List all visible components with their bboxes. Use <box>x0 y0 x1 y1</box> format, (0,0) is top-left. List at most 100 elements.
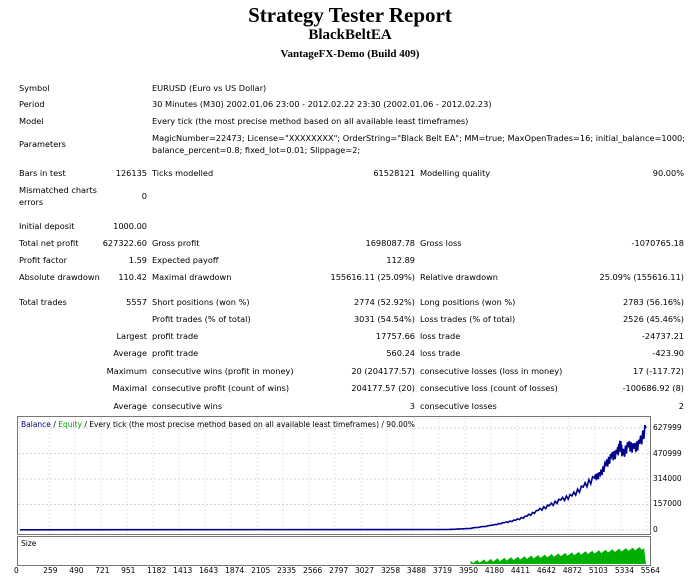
x-tick-label: 1643 <box>199 566 219 575</box>
x-tick-label: 3950 <box>458 566 479 575</box>
size-label: Size <box>21 539 37 548</box>
largest-profit-label: profit trade <box>152 331 199 341</box>
average-profit-value: 560.24 <box>386 348 415 358</box>
symbol-label: Symbol <box>19 83 50 93</box>
max-cons-wins-value: 20 (204177.57) <box>351 366 415 376</box>
ticks-value: 61528121 <box>373 168 415 178</box>
balance-line <box>19 424 647 531</box>
ticks-label: Ticks modelled <box>152 168 214 178</box>
loss-trades-label: Loss trades (% of total) <box>420 314 516 324</box>
caption-separator: / <box>53 420 56 429</box>
total-trades-value: 5557 <box>126 297 147 307</box>
max-drawdown-value: 155616.11 (25.09%) <box>330 272 416 282</box>
net-profit-label: Total net profit <box>19 238 79 248</box>
bars-label: Bars in test <box>19 168 66 178</box>
net-profit-value: 627322.60 <box>102 238 147 248</box>
ea-name: BlackBeltEA <box>308 27 392 43</box>
y-tick-label: 627999 <box>653 423 682 432</box>
gross-profit-value: 1698087.78 <box>365 238 416 248</box>
gross-loss-value: -1070765.18 <box>631 238 684 248</box>
largest-loss-value: -24737.21 <box>641 331 684 341</box>
x-tick-label: 5564 <box>640 566 660 575</box>
abs-drawdown-label: Absolute drawdown <box>19 272 100 282</box>
y-tick-label: 0 <box>653 525 658 534</box>
total-trades-label: Total trades <box>19 297 67 307</box>
x-tick-label: 4411 <box>510 566 530 575</box>
model-label: Model <box>19 116 44 126</box>
mismatched-label-1: Mismatched charts <box>19 185 97 195</box>
x-tick-label: 3719 <box>432 566 453 575</box>
size-area <box>470 547 646 564</box>
average-label: Average <box>113 348 147 358</box>
long-positions-label: Long positions (won %) <box>420 297 516 307</box>
initial-deposit-label: Initial deposit <box>19 221 75 231</box>
x-tick-label: 2335 <box>277 566 297 575</box>
average-loss-label: loss trade <box>420 348 461 358</box>
x-tick-label: 0 <box>14 566 19 575</box>
x-tick-label: 4872 <box>562 566 582 575</box>
short-positions-label: Short positions (won %) <box>152 297 250 307</box>
server-name: VantageFX-Demo (Build 409) <box>280 48 420 60</box>
x-tick-label: 1182 <box>147 566 167 575</box>
initial-deposit-value: 1000.00 <box>113 221 147 231</box>
model-value: Every tick (the most precise method base… <box>152 116 469 126</box>
expected-payoff-value: 112.89 <box>386 255 415 265</box>
x-tick-label: 2105 <box>251 566 271 575</box>
loss-trades-value: 2526 (45.46%) <box>622 314 684 324</box>
period-label: Period <box>19 99 45 109</box>
symbol-value: EURUSD (Euro vs US Dollar) <box>152 83 267 93</box>
x-tick-label: 3027 <box>354 566 375 575</box>
parameters-line-1: MagicNumber=22473; License="XXXXXXXX"; O… <box>152 133 685 143</box>
maximal-cons-loss-label: consecutive loss (count of losses) <box>420 383 558 393</box>
maximal-label: Maximal <box>112 383 147 393</box>
average-loss-value: -423.90 <box>652 348 684 358</box>
size-chart-svg <box>470 547 646 564</box>
profit-factor-value: 1.59 <box>128 255 147 265</box>
x-tick-label: 259 <box>43 566 58 575</box>
x-tick-label: 721 <box>95 566 110 575</box>
avg-cons-losses-value: 2 <box>678 401 684 411</box>
profit-factor-label: Profit factor <box>19 255 67 265</box>
max-cons-losses-label: consecutive losses (loss in money) <box>420 366 563 376</box>
abs-drawdown-value: 110.42 <box>118 272 147 282</box>
average-profit-label: profit trade <box>152 348 199 358</box>
caption-rest: / Every tick (the most precise method ba… <box>84 420 415 429</box>
x-tick-label: 2797 <box>329 566 349 575</box>
largest-label: Largest <box>116 331 147 341</box>
quality-label: Modelling quality <box>420 168 491 178</box>
maximal-cons-loss-value: -100686.92 (8) <box>622 383 684 393</box>
x-tick-label: 5334 <box>614 566 634 575</box>
x-tick-label: 2566 <box>303 566 323 575</box>
period-value: 30 Minutes (M30) 2002.01.06 23:00 - 2012… <box>152 99 492 109</box>
gross-loss-label: Gross loss <box>420 238 462 248</box>
max-cons-wins-label: consecutive wins (profit in money) <box>152 366 294 376</box>
x-tick-label: 5103 <box>588 566 608 575</box>
parameters-label: Parameters <box>19 139 66 149</box>
rel-drawdown-value: 25.09% (155616.11) <box>599 272 685 282</box>
bars-value: 126135 <box>115 168 147 178</box>
x-tick-label: 951 <box>121 566 136 575</box>
rel-drawdown-label: Relative drawdown <box>420 272 498 282</box>
profit-trades-value: 3031 (54.54%) <box>353 314 415 324</box>
quality-value: 90.00% <box>652 168 684 178</box>
expected-payoff-label: Expected payoff <box>152 255 219 265</box>
x-tick-label: 490 <box>69 566 84 575</box>
parameters-line-2: balance_percent=0.8; fixed_lot=0.01; Sli… <box>152 145 361 155</box>
avg-cons-losses-label: consecutive losses <box>420 401 497 411</box>
mismatched-value: 0 <box>141 191 147 201</box>
y-tick-label: 470999 <box>653 448 682 458</box>
caption-balance: Balance <box>21 420 51 429</box>
size-chart: Size <box>17 536 651 566</box>
avg-cons-wins-value: 3 <box>409 401 415 411</box>
x-tick-label: 4180 <box>484 566 504 575</box>
average-2-label: Average <box>113 401 147 411</box>
maximal-cons-profit-value: 204177.57 (20) <box>351 383 415 393</box>
max-drawdown-label: Maximal drawdown <box>152 272 232 282</box>
maximal-cons-profit-label: consecutive profit (count of wins) <box>152 383 290 393</box>
mismatched-label-2: errors <box>19 197 44 207</box>
balance-chart-svg <box>18 417 650 534</box>
avg-cons-wins-label: consecutive wins <box>152 401 223 411</box>
x-tick-label: 4642 <box>536 566 557 575</box>
x-tick-label: 3488 <box>406 566 427 575</box>
maximum-label: Maximum <box>106 366 147 376</box>
